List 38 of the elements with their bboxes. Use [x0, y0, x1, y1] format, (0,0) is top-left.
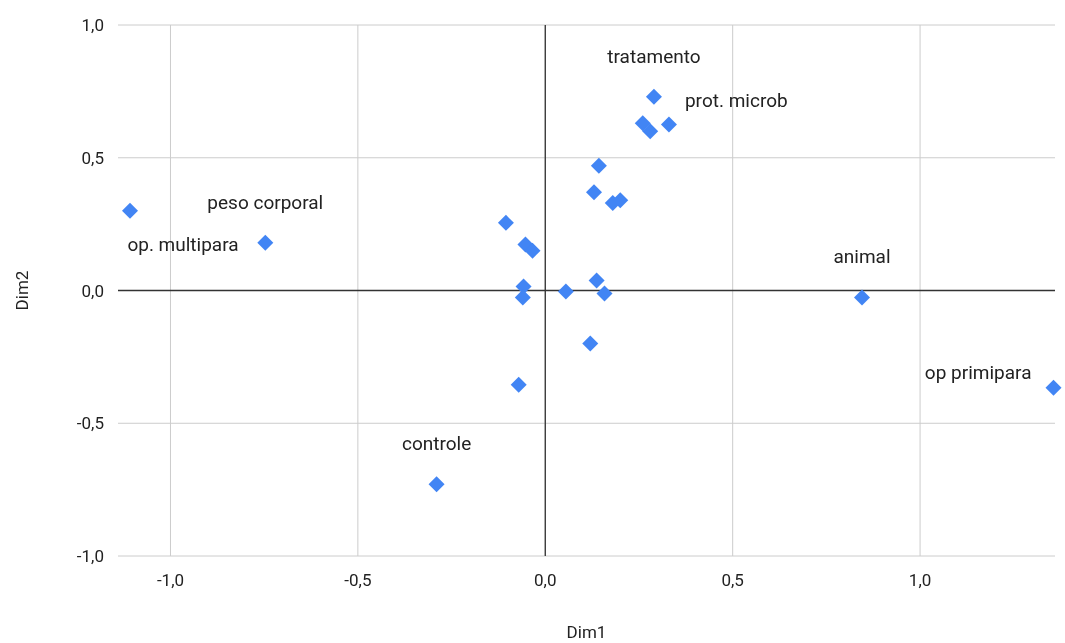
- x-tick-label: -1,0: [156, 570, 185, 590]
- y-tick-label: -1,0: [76, 546, 104, 566]
- point: [582, 335, 599, 352]
- annotation: tratamento: [607, 44, 701, 68]
- annotation: op. multipara: [127, 232, 239, 256]
- point: [557, 283, 574, 300]
- annotation: peso corporal: [207, 190, 324, 214]
- point: [660, 116, 677, 133]
- annotation: op primipara: [924, 360, 1032, 384]
- y-axis-title: Dim2: [12, 270, 32, 311]
- y-tick-label: 0,0: [81, 280, 104, 301]
- point: [428, 476, 445, 493]
- point: [524, 242, 541, 259]
- point: [510, 376, 527, 393]
- point: [514, 289, 531, 306]
- y-tick-label: -0,5: [76, 413, 104, 434]
- x-tick-label: -0,5: [344, 570, 372, 590]
- point: [853, 289, 870, 306]
- point: [586, 184, 602, 201]
- point: [1045, 379, 1062, 396]
- point: [257, 234, 274, 251]
- y-tick-label: 0,5: [81, 147, 104, 168]
- y-tick-label: 1,0: [81, 15, 104, 35]
- point: [497, 214, 514, 231]
- annotation: prot. microb: [684, 88, 788, 112]
- point: [590, 157, 607, 174]
- x-tick-label: 0,0: [534, 570, 557, 590]
- x-axis-title: Dim1: [566, 622, 607, 642]
- point: [645, 88, 662, 105]
- point: [596, 285, 613, 302]
- point: [634, 115, 651, 132]
- annotation: animal: [833, 245, 891, 269]
- annotation: controle: [401, 432, 472, 456]
- point: [121, 202, 138, 219]
- point: [642, 123, 659, 140]
- point: [588, 272, 605, 289]
- x-tick-label: 1,0: [908, 570, 932, 590]
- x-tick-label: 0,5: [721, 570, 744, 590]
